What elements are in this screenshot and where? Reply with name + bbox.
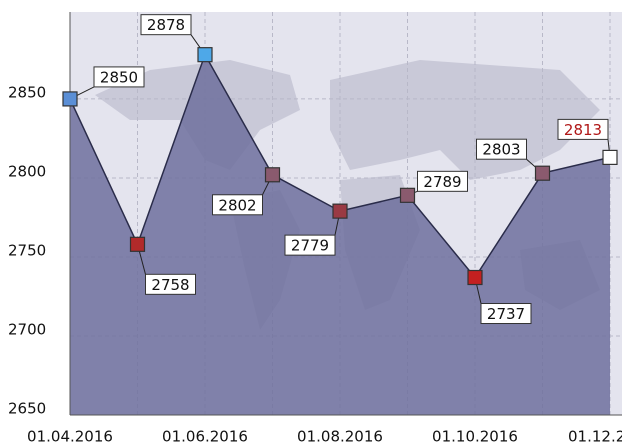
marker — [399, 187, 416, 203]
marker — [264, 167, 281, 183]
value-label-box — [557, 118, 609, 140]
y-tick-label: 2700 — [8, 320, 46, 338]
marker — [534, 165, 551, 181]
value-label-box — [145, 273, 196, 295]
value-label: 2878 — [147, 16, 185, 34]
value-label: 2779 — [291, 237, 329, 255]
value-label-box — [140, 14, 192, 36]
value-label-box — [480, 303, 532, 325]
x-tick-label: 01.06.2016 — [162, 428, 248, 446]
x-tick-label: 01.08.2016 — [297, 428, 383, 446]
value-label-box — [284, 234, 336, 256]
y-tick-label: 2850 — [8, 83, 46, 101]
value-label: 2789 — [423, 173, 461, 191]
area — [70, 54, 610, 415]
x-tick-label: 01.12.20 — [568, 428, 622, 446]
value-label-box — [417, 170, 468, 192]
value-label: 2850 — [100, 68, 138, 86]
marker — [197, 47, 213, 63]
marker — [62, 91, 78, 107]
y-tick-label: 2750 — [8, 241, 46, 259]
y-tick-label: 2800 — [8, 162, 46, 180]
marker — [602, 149, 618, 165]
value-label-box — [93, 66, 145, 88]
x-tick-label: 01.10.2016 — [432, 428, 518, 446]
marker — [467, 269, 483, 286]
marker — [332, 203, 348, 219]
value-label-box — [476, 138, 527, 160]
value-label: 2737 — [487, 305, 525, 323]
marker — [129, 236, 146, 252]
y-tick-label: 2650 — [8, 400, 46, 418]
value-label: 2758 — [151, 276, 189, 294]
x-tick-label: 01.04.2016 — [27, 428, 113, 446]
value-label-box — [212, 194, 263, 216]
value-label: 2803 — [482, 141, 520, 159]
value-label: 2813 — [564, 121, 602, 139]
value-label: 2802 — [218, 196, 256, 214]
